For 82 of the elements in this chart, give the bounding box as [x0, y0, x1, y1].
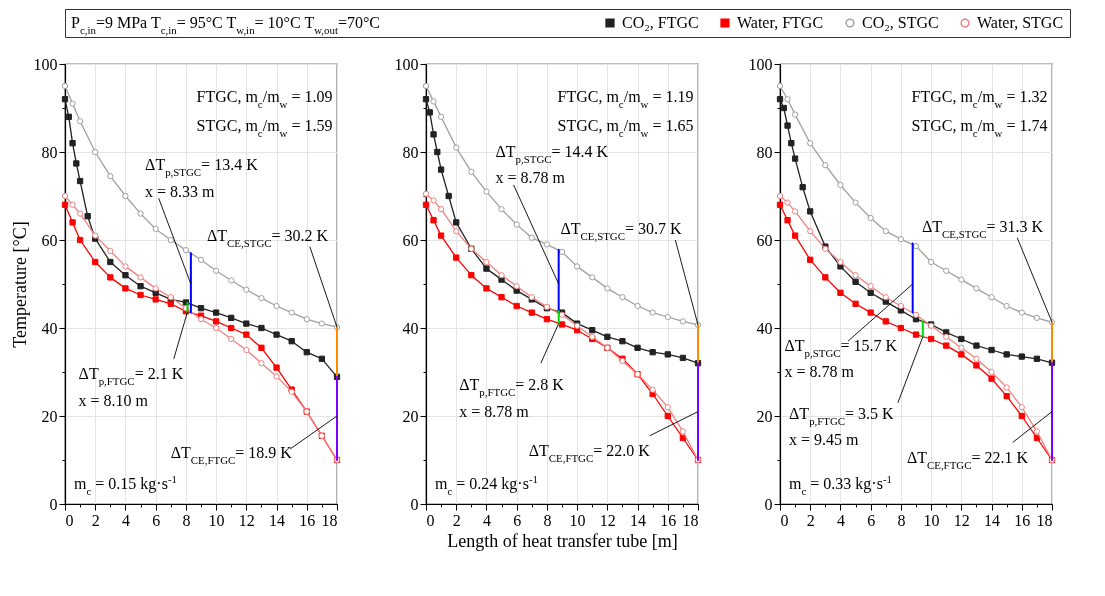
annotation: STGC, m$_{c}$/m$_{w}$ = 1.65 [557, 116, 694, 139]
y-tick-label: 80 [756, 143, 773, 161]
y-tick-label: 100 [33, 55, 58, 73]
annotation: m$_{c}$ = 0.33 kg·s$^{-1}$ [789, 473, 892, 498]
legend-label: Water, STGC [977, 14, 1064, 31]
x-tick-label: 0 [426, 511, 435, 529]
y-tick-label: 100 [394, 55, 419, 73]
x-tick-label: 2 [452, 511, 461, 529]
annotation: FTGC, m$_{c}$/m$_{w}$ = 1.19 [557, 88, 694, 110]
annotation: ΔT$_{p,FTGC}$= 3.5 K [789, 404, 895, 427]
y-tick-label: 20 [402, 407, 419, 425]
annotation: x = 8.78 m [459, 402, 530, 420]
x-tick-label: 4 [836, 511, 845, 529]
annotation: ΔT$_{p,STGC}$= 14.4 K [495, 143, 609, 165]
y-tick-label: 20 [41, 407, 58, 425]
x-tick-label: 14 [630, 511, 647, 529]
annotation: ΔT$_{CE,STGC}$= 30.2 K [207, 226, 329, 249]
x-tick-label: 16 [660, 511, 677, 529]
x-tick-label: 18 [321, 511, 338, 529]
y-tick-label: 100 [748, 55, 773, 73]
x-tick-label: 0 [780, 511, 789, 529]
annotation: FTGC, m$_{c}$/m$_{w}$ = 1.32 [911, 88, 1048, 110]
x-tick-label: 10 [923, 511, 940, 529]
annotation: m$_{c}$ = 0.24 kg·s$^{-1}$ [435, 473, 538, 498]
x-tick-label: 10 [569, 511, 586, 529]
x-tick-label: 18 [1036, 511, 1053, 529]
x-tick-label: 6 [152, 511, 161, 529]
x-tick-label: 2 [806, 511, 815, 529]
annotation: x = 8.78 m [784, 363, 855, 380]
annotation: ΔT$_{p,STGC}$= 13.4 K [145, 156, 259, 179]
y-tick-label: 20 [756, 407, 773, 425]
x-tick-label: 8 [543, 511, 552, 529]
annotation: ΔT$_{CE,STGC}$= 31.3 K [922, 217, 1044, 240]
x-tick-label: 12 [599, 511, 616, 529]
x-tick-label: 6 [867, 511, 876, 529]
x-tick-label: 4 [121, 511, 130, 529]
annotation: STGC, m$_{c}$/m$_{w}$ = 1.74 [911, 116, 1048, 139]
x-tick-label: 6 [513, 511, 522, 529]
x-tick-label: 12 [953, 511, 970, 529]
legend-label: CO₂, STGC [862, 14, 939, 31]
annotation: ΔT$_{p,FTGC}$= 2.1 K [78, 365, 184, 388]
x-tick-label: 8 [897, 511, 906, 529]
x-tick-label: 10 [208, 511, 225, 529]
y-axis-title: Temperature [°C] [9, 221, 30, 348]
legend-label: Water, FTGC [737, 14, 824, 31]
y-tick-label: 40 [41, 319, 58, 337]
annotation: STGC, m$_{c}$/m$_{w}$ = 1.59 [196, 116, 333, 139]
y-tick-label: 0 [410, 495, 419, 513]
annotation: ΔT$_{CE,STGC}$= 30.7 K [560, 220, 682, 242]
x-tick-label: 18 [682, 511, 699, 529]
y-tick-label: 80 [41, 143, 58, 161]
annotation: ΔT$_{p,STGC}$= 15.7 K [784, 336, 898, 359]
annotation: x = 8.10 m [78, 391, 149, 409]
x-axis-title: Length of heat transfer tube [m] [447, 530, 678, 551]
annotation: ΔT$_{p,FTGC}$= 2.8 K [459, 376, 565, 399]
x-tick-label: 8 [182, 511, 191, 529]
legend-label: CO₂, FTGC [622, 14, 699, 31]
y-tick-label: 0 [49, 495, 58, 513]
x-tick-label: 4 [482, 511, 491, 529]
annotation: ΔT$_{CE,FTGC}$= 22.1 K [906, 448, 1029, 471]
y-tick-label: 40 [756, 319, 773, 337]
x-tick-label: 16 [299, 511, 316, 529]
x-tick-label: 14 [984, 511, 1001, 529]
y-tick-label: 40 [402, 319, 419, 337]
y-tick-label: 60 [756, 231, 773, 249]
x-tick-label: 2 [91, 511, 100, 529]
y-tick-label: 60 [41, 231, 58, 249]
annotation: x = 8.78 m [495, 169, 566, 187]
text: P$_{c,in}$=9 MPa T$_{c,in}$= 95°C T$_{w,in}$= 10°C T$_{w,out}$=70°C [71, 14, 381, 36]
annotation: m$_{c}$ = 0.15 kg·s$^{-1}$ [74, 473, 177, 498]
y-tick-label: 0 [764, 495, 773, 513]
annotation: ΔT$_{CE,FTGC}$= 22.0 K [528, 442, 651, 465]
annotation: x = 8.33 m [145, 182, 216, 200]
x-tick-label: 12 [238, 511, 255, 529]
x-tick-label: 14 [269, 511, 286, 529]
annotation: FTGC, m$_{c}$/m$_{w}$ = 1.09 [196, 88, 333, 110]
x-tick-label: 0 [65, 511, 74, 529]
y-tick-label: 60 [402, 231, 419, 249]
annotation: x = 9.45 m [789, 431, 860, 449]
annotation: ΔT$_{CE,FTGC}$= 18.9 K [170, 444, 293, 467]
x-tick-label: 16 [1014, 511, 1031, 529]
y-tick-label: 80 [402, 143, 419, 161]
